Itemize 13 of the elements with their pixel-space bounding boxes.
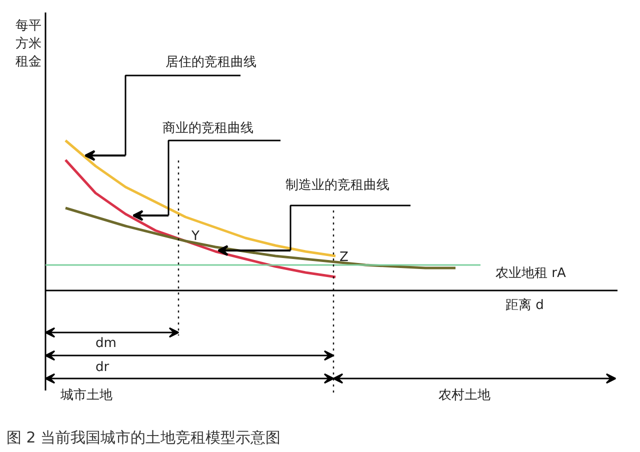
ref-line-label: 农业地租 rA [496, 266, 566, 281]
annotation: Y [190, 229, 200, 244]
text: dr [96, 360, 110, 375]
text: 制造业的竞租曲线 [286, 178, 390, 193]
text: 居住的竞租曲线 [166, 55, 256, 70]
text: dm [96, 336, 116, 351]
annotation: Z [340, 250, 348, 265]
text: 城市土地 [60, 388, 112, 403]
text: 图 2 当前我国城市的土地竞租模型示意图 [6, 428, 281, 446]
text: 每平方米租金 [16, 18, 42, 70]
text: 商业的竞租曲线 [162, 121, 254, 136]
x-axis-title: 距离 d [506, 297, 544, 313]
text: 农村土地 [438, 388, 490, 403]
